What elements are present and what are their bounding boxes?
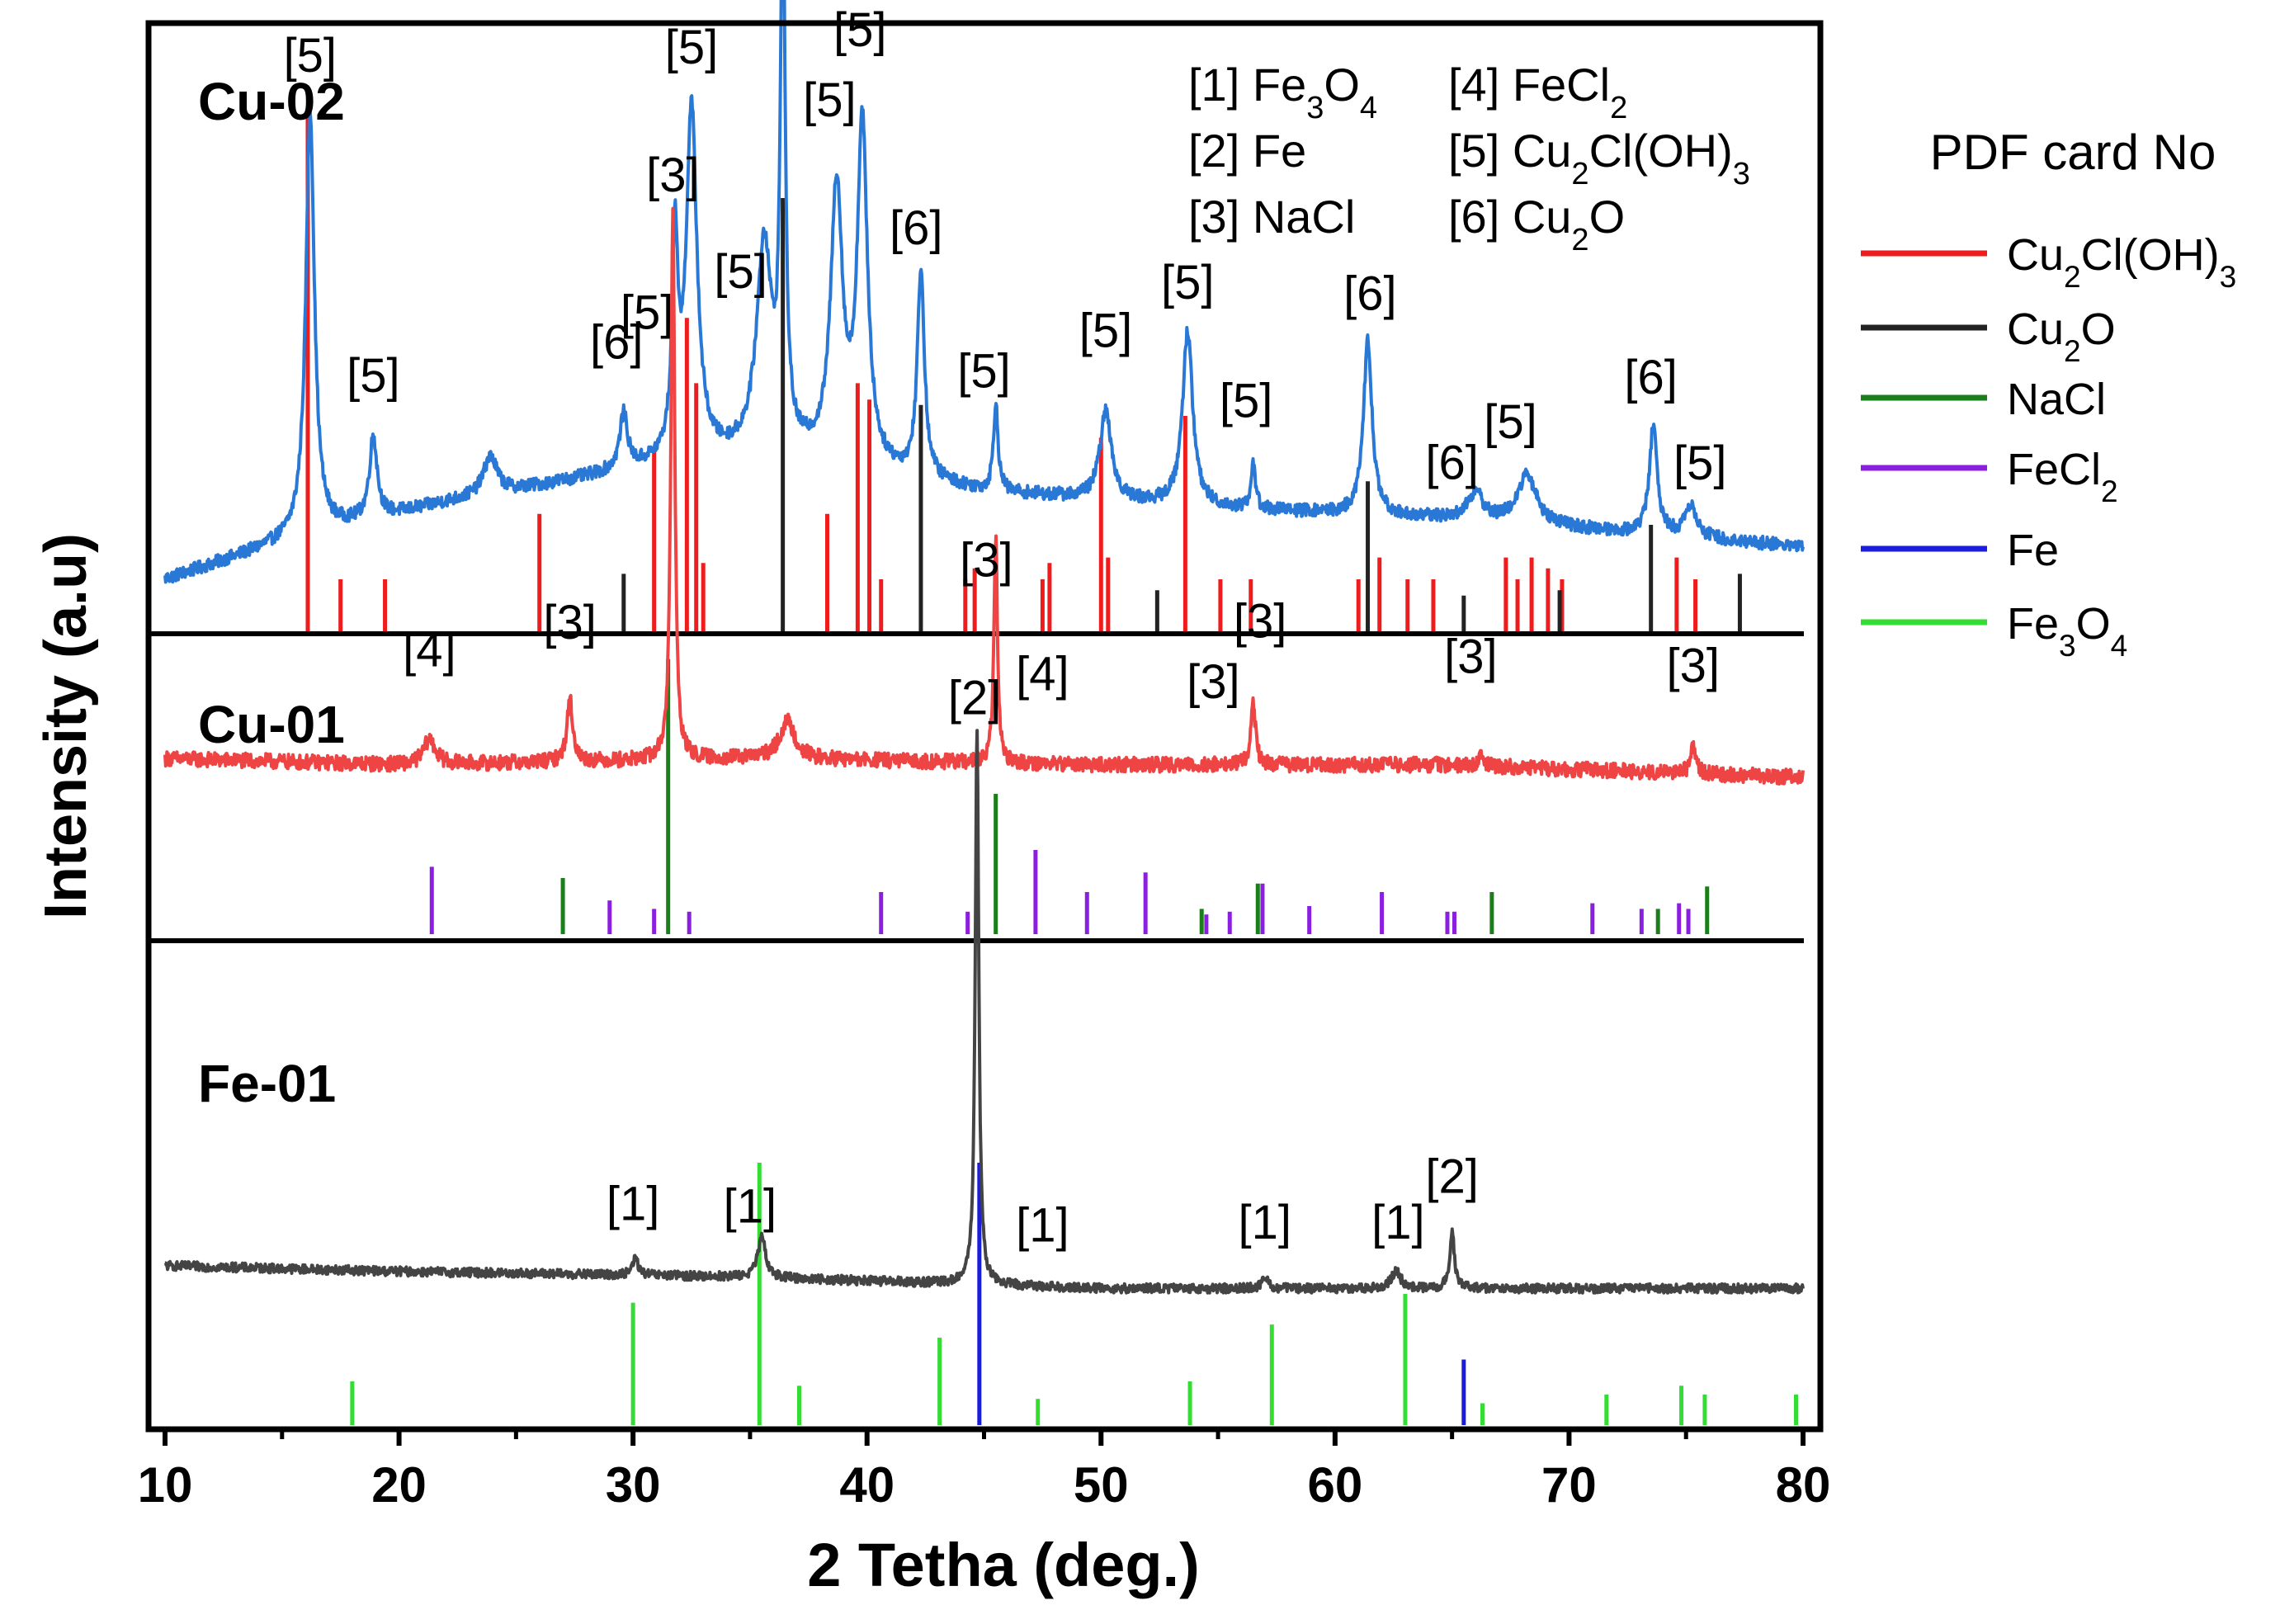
peak-label: [3] [543,596,597,649]
peak-label: [5] [665,21,719,74]
legend-item: NaCl [1861,375,2106,424]
x-axis-label: 2 Tetha (deg.) [807,1531,1200,1599]
peak-label: [4] [403,624,456,677]
pattern-cu-02 [163,0,1805,584]
legend-item: Fe [1861,526,2059,575]
peak-label: [5] [833,3,887,57]
phase-key-item: [3] NaCl [1188,191,1355,243]
x-tick-label: 60 [1307,1457,1362,1513]
peak-label: [5] [1673,437,1727,490]
phase-key-item: [2] Fe [1188,125,1306,177]
x-tick-label: 80 [1776,1457,1831,1513]
peak-label: [3] [1444,630,1498,683]
ref-bars-fe [977,1163,1466,1425]
y-axis-label: Intensity (a.u) [33,533,99,919]
legend-label: Cu2Cl(OH)3 [2007,230,2236,294]
legend-label: Fe [2007,526,2059,575]
ref-bars-fe3o4 [350,1163,1798,1425]
peak-label: [5] [1079,304,1133,358]
panel-title: Fe-01 [198,1054,336,1113]
phase-key-item: [1] Fe3O4 [1188,59,1377,125]
legend-item: Fe3O4 [1861,599,2127,663]
peak-label: [1] [1371,1196,1425,1249]
panel-title: Cu-02 [198,72,345,131]
legend-label: Cu2O [2007,304,2116,368]
peak-label: [5] [621,286,674,339]
peak-label: [6] [590,315,644,369]
peak-label: [5] [803,73,857,127]
peak-label: [6] [1343,267,1397,321]
legend-label: Fe3O4 [2007,599,2127,663]
ref-bars-nacl [560,659,1710,934]
pattern-cu-01 [163,206,1805,786]
phase-key-item: [5] Cu2Cl(OH)3 [1448,125,1750,191]
ref-bars-fecl2 [429,850,1691,934]
peak-label: [5] [1161,256,1215,309]
legend-label: FeCl2 [2007,445,2118,508]
peak-label: [5] [1484,395,1537,449]
legend-item: FeCl2 [1861,445,2118,508]
peak-label: [1] [724,1180,777,1234]
x-tick-label: 40 [839,1457,895,1513]
peak-label: [6] [1425,436,1479,489]
peak-label: [5] [1220,375,1273,428]
x-tick-label: 30 [606,1457,661,1513]
panel-fe-01: [1] [1][2][1] [1] [1][2]Fe-01 [163,672,1805,1425]
peak-label: [3] [646,149,700,202]
x-tick-label: 10 [138,1457,193,1513]
peak-label: [5] [347,349,400,403]
peak-label: [6] [890,201,943,255]
peak-label: [2] [1425,1150,1479,1204]
peak-label: [3] [1187,655,1240,709]
ref-bars-cu2o [621,198,1742,634]
peak-label: [1] [1016,1198,1069,1252]
peak-label: [1] [607,1177,660,1230]
peak-label: [3] [1234,594,1287,648]
peak-label: [5] [284,29,338,83]
panel-cu-02: [5][5][6][5][5][5][6][5][5][6][5][5][5][… [149,0,1805,636]
peak-label: [4] [1016,647,1069,701]
panel-cu-01: [4] [3] [3] [3] [4] [3] [3] [3] [3] Cu-01 [149,149,1805,943]
panel-title: Cu-01 [198,695,345,754]
peak-label: [3] [1666,639,1720,692]
phase-key-item: [4] FeCl2 [1448,59,1627,125]
phase-key-item: [6] Cu2O [1448,191,1625,257]
peak-label: [2] [948,672,1002,725]
peak-label: [3] [960,534,1013,588]
peak-label: [5] [957,344,1011,398]
phase-key: [1] Fe3O4[2] Fe [3] NaCl [4] FeCl2[5] Cu2C… [1188,59,1750,257]
legend-label: NaCl [2007,375,2106,424]
peak-label: [5] [714,245,767,299]
peak-label: [6] [1624,351,1678,404]
legend: PDF card No Cu2Cl(OH)3 Cu2O NaCl FeCl2 Fe Fe3O… [1861,125,2236,663]
x-tick-label: 20 [371,1457,427,1513]
x-tick-label: 50 [1074,1457,1129,1513]
panels-layer: [5][5][6][5][5][5][6][5][5][6][5][5][5][… [149,0,1805,1425]
legend-item: Cu2Cl(OH)3 [1861,230,2236,294]
pattern-fe-01 [163,729,1805,1295]
ref-bars-cu2cloh3 [305,111,1698,634]
legend-title: PDF card No [1930,125,2216,180]
peak-label: [1] [1239,1196,1292,1249]
x-tick-label: 70 [1541,1457,1597,1513]
legend-item: Cu2O [1861,304,2116,368]
axes-layer: 10 20 30 40 50 60 70 80 [138,1429,1831,1513]
